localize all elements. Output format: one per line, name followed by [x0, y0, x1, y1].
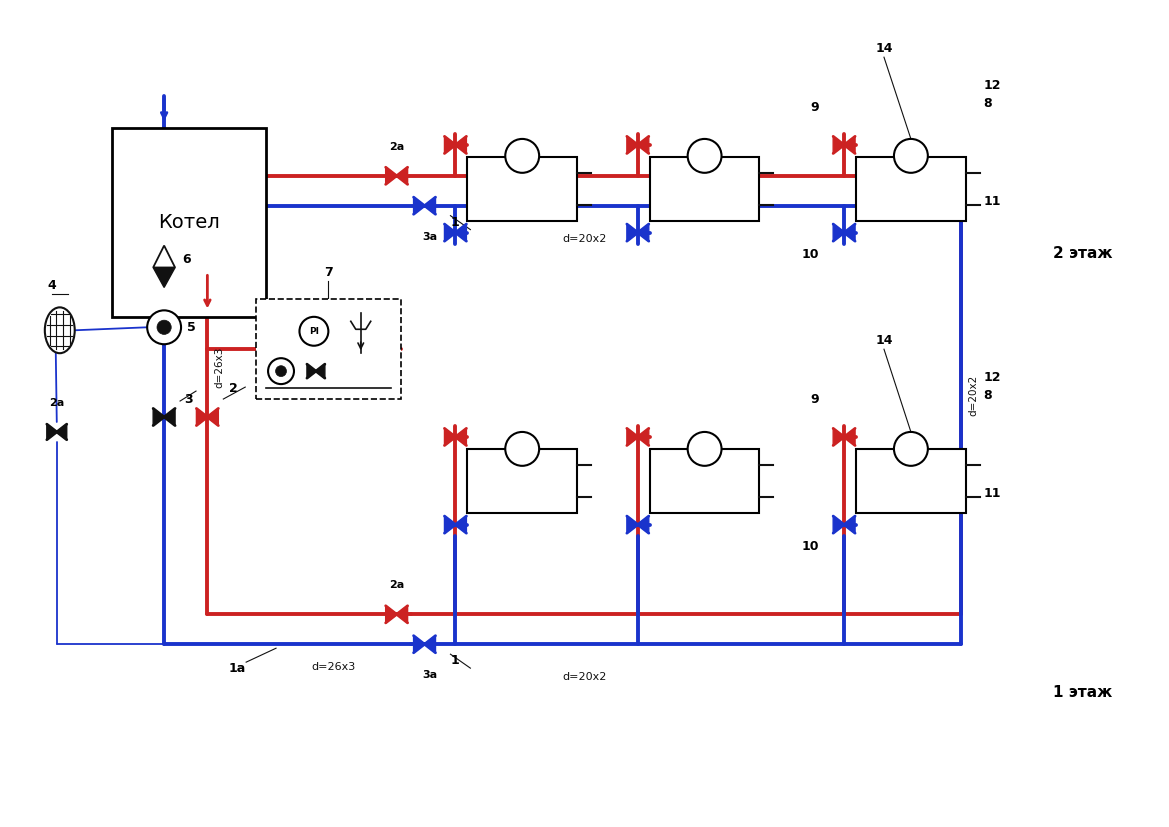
Polygon shape [164, 409, 175, 426]
Text: 10: 10 [802, 248, 819, 261]
Text: 3а: 3а [422, 232, 437, 241]
Polygon shape [386, 605, 396, 623]
Polygon shape [57, 424, 67, 440]
Polygon shape [456, 224, 466, 241]
Polygon shape [444, 516, 456, 533]
Text: 1 этаж: 1 этаж [1053, 685, 1113, 700]
Polygon shape [627, 428, 638, 446]
Polygon shape [386, 167, 396, 184]
FancyBboxPatch shape [256, 299, 401, 399]
FancyBboxPatch shape [856, 157, 966, 221]
Text: 14: 14 [876, 334, 893, 347]
Text: 8: 8 [983, 389, 992, 402]
Text: 2: 2 [229, 382, 238, 395]
Polygon shape [414, 636, 424, 653]
Text: 14: 14 [876, 42, 893, 55]
Circle shape [147, 310, 181, 344]
Polygon shape [307, 364, 316, 378]
Polygon shape [638, 224, 649, 241]
Text: d=20x2: d=20x2 [562, 233, 607, 244]
Circle shape [268, 358, 293, 384]
Polygon shape [844, 428, 855, 446]
Polygon shape [153, 409, 164, 426]
Text: 7: 7 [324, 266, 333, 280]
FancyBboxPatch shape [468, 449, 577, 513]
Polygon shape [444, 428, 456, 446]
Polygon shape [444, 136, 456, 154]
Circle shape [299, 317, 328, 346]
Text: PI: PI [309, 327, 319, 336]
Text: 1: 1 [450, 654, 459, 667]
Text: 2а: 2а [49, 398, 64, 408]
Circle shape [505, 432, 539, 466]
Polygon shape [638, 136, 649, 154]
Text: 2а: 2а [389, 142, 404, 152]
Polygon shape [638, 516, 649, 533]
Text: 5: 5 [187, 321, 195, 334]
Text: 12: 12 [983, 79, 1001, 92]
Polygon shape [638, 428, 649, 446]
Text: 11: 11 [983, 195, 1001, 208]
Text: 2а: 2а [389, 581, 404, 590]
Polygon shape [396, 167, 408, 184]
Polygon shape [844, 516, 855, 533]
Polygon shape [456, 136, 466, 154]
Text: 3: 3 [184, 393, 193, 405]
FancyBboxPatch shape [650, 157, 760, 221]
Text: 9: 9 [810, 393, 819, 405]
Ellipse shape [44, 308, 75, 353]
Text: 3а: 3а [422, 670, 437, 680]
Text: 11: 11 [983, 487, 1001, 500]
Polygon shape [844, 136, 855, 154]
Circle shape [505, 139, 539, 173]
Text: d=20x2: d=20x2 [562, 672, 607, 682]
Polygon shape [424, 197, 436, 214]
Circle shape [157, 320, 171, 334]
Polygon shape [833, 516, 844, 533]
Polygon shape [196, 409, 207, 426]
Text: 4: 4 [48, 280, 56, 293]
Polygon shape [153, 267, 175, 288]
Text: d=26x3: d=26x3 [214, 347, 224, 388]
Polygon shape [627, 516, 638, 533]
Text: d=26x3: d=26x3 [311, 662, 355, 672]
Text: 1: 1 [450, 216, 459, 229]
Polygon shape [456, 516, 466, 533]
Polygon shape [833, 428, 844, 446]
FancyBboxPatch shape [111, 128, 267, 318]
FancyBboxPatch shape [856, 449, 966, 513]
FancyBboxPatch shape [468, 157, 577, 221]
Circle shape [276, 366, 286, 376]
Text: 9: 9 [810, 101, 819, 113]
Text: 2 этаж: 2 этаж [1053, 246, 1113, 261]
Polygon shape [424, 636, 436, 653]
Polygon shape [316, 364, 325, 378]
Polygon shape [444, 224, 456, 241]
Circle shape [894, 139, 928, 173]
Polygon shape [844, 224, 855, 241]
FancyBboxPatch shape [650, 449, 760, 513]
Text: 12: 12 [983, 370, 1001, 384]
Polygon shape [627, 136, 638, 154]
Polygon shape [207, 409, 219, 426]
Polygon shape [47, 424, 57, 440]
Polygon shape [833, 136, 844, 154]
Polygon shape [833, 224, 844, 241]
Text: Котел: Котел [158, 213, 220, 232]
Circle shape [687, 432, 721, 466]
Text: 8: 8 [983, 97, 992, 109]
Text: d=20x2: d=20x2 [969, 375, 978, 416]
Text: 6: 6 [182, 253, 191, 266]
Circle shape [687, 139, 721, 173]
Polygon shape [153, 246, 175, 267]
Text: 10: 10 [802, 540, 819, 553]
Text: 1а: 1а [229, 662, 247, 675]
Polygon shape [414, 197, 424, 214]
Polygon shape [396, 605, 408, 623]
Circle shape [894, 432, 928, 466]
Polygon shape [627, 224, 638, 241]
Polygon shape [456, 428, 466, 446]
